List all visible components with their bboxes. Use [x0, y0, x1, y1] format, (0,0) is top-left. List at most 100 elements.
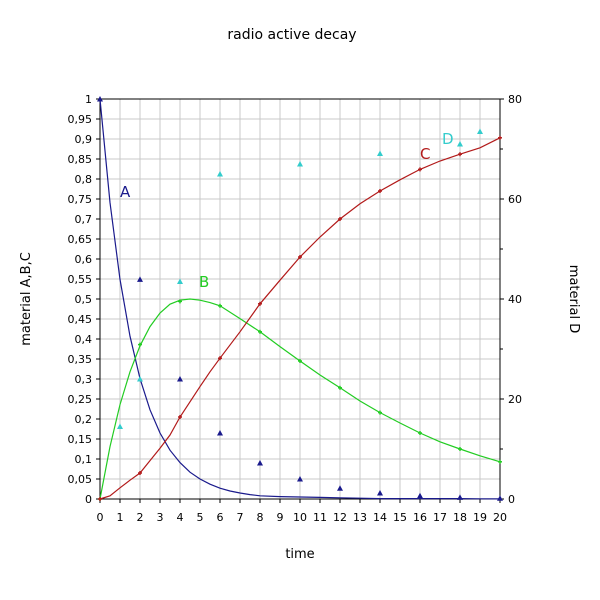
series-b-point — [498, 459, 502, 464]
series-a-point — [417, 492, 423, 499]
x-tick-label: 20 — [493, 511, 507, 524]
series-c-point — [458, 152, 462, 157]
left-y-tick-label: 0,1 — [75, 453, 93, 466]
series-b-point — [258, 329, 262, 334]
left-y-tick-label: 0,35 — [68, 353, 93, 366]
series-b-point — [458, 447, 462, 451]
left-y-tick-label: 0,55 — [68, 273, 93, 286]
x-tick-label: 5 — [197, 511, 204, 524]
series-d-point — [217, 171, 223, 177]
left-y-tick-label: 0,45 — [68, 313, 93, 326]
right-y-tick-label: 40 — [508, 293, 522, 306]
series-c-point — [378, 189, 382, 193]
series-d-point — [377, 150, 383, 156]
left-y-tick-label: 0 — [85, 493, 92, 506]
x-tick-label: 1 — [117, 511, 124, 524]
series-b-point — [378, 410, 382, 415]
series-a-point — [137, 276, 143, 282]
left-y-tick-label: 0,95 — [68, 113, 93, 126]
x-tick-label: 11 — [313, 511, 327, 524]
series-a-point — [177, 376, 183, 382]
series-c-line — [99, 137, 501, 500]
series-b-point — [178, 299, 182, 304]
x-tick-label: 10 — [293, 511, 307, 524]
left-y-tick-label: 0,3 — [75, 373, 93, 386]
left-y-tick-label: 0,15 — [68, 433, 93, 446]
series-c-point — [418, 167, 422, 172]
series-d-point — [477, 128, 483, 134]
series-b-point — [418, 431, 422, 435]
series-c-point — [498, 135, 502, 140]
x-tick-label: 2 — [137, 511, 144, 524]
x-tick-label: 9 — [277, 511, 284, 524]
x-tick-label: 0 — [97, 511, 104, 524]
x-tick-label: 13 — [353, 511, 367, 524]
series-a-label: A — [120, 183, 131, 201]
series-labels: A B CD — [120, 130, 454, 291]
x-tick-label: 16 — [413, 511, 427, 524]
series-b-point — [218, 303, 222, 308]
data-series — [97, 96, 503, 501]
right-y-tick-label: 60 — [508, 193, 522, 206]
series-d-point — [177, 278, 183, 284]
series-c-label: C — [420, 145, 430, 163]
right-y-tick-label: 80 — [508, 93, 522, 106]
x-tick-label: 17 — [433, 511, 447, 524]
x-tick-label: 14 — [373, 511, 387, 524]
series-a-point — [217, 430, 223, 436]
series-a-point — [257, 460, 263, 466]
x-tick-label: 15 — [393, 511, 407, 524]
series-a-point — [97, 96, 103, 102]
x-tick-label: 4 — [177, 511, 184, 524]
series-c-point — [218, 356, 222, 361]
series-c-point — [338, 217, 342, 221]
left-y-tick-label: 0,65 — [68, 233, 93, 246]
x-tick-label: 3 — [157, 511, 164, 524]
left-y-tick-label: 0,9 — [75, 133, 93, 146]
series-c-point — [138, 471, 142, 475]
x-tick-label: 6 — [217, 511, 224, 524]
series-c-point — [98, 497, 102, 501]
right-y-tick-label: 0 — [508, 493, 515, 506]
series-d-label: D — [442, 130, 454, 148]
chart-title: radio active decay — [227, 27, 356, 43]
series-b-label: B — [199, 273, 209, 291]
left-y-tick-label: 0,05 — [68, 473, 93, 486]
x-axis-ticks: 0 1 2 3 4 5 6 7 8 9 10 11 12 13 14 15 16 17 18 19 20 — [97, 499, 507, 524]
x-tick-label: 12 — [333, 511, 347, 524]
left-y-tick-label: 0,25 — [68, 393, 93, 406]
series-a-point — [297, 476, 303, 482]
x-tick-label: 7 — [237, 511, 244, 524]
grid-lines — [99, 98, 501, 500]
left-y-tick-label: 0,75 — [68, 193, 93, 206]
left-y-tick-label: 0,85 — [68, 153, 93, 166]
series-b-point — [138, 342, 142, 347]
left-y-tick-label: 0,4 — [75, 333, 93, 346]
series-a-point — [337, 485, 343, 491]
series-d-point — [457, 141, 463, 147]
series-b-point — [298, 359, 302, 363]
left-y-axis-ticks: 0 0,05 0,1 0,15 0,2 0,25 0,3 0,35 0,4 0,45 0,5 0,55… — [68, 93, 100, 506]
right-y-tick-label: 20 — [508, 393, 522, 406]
left-y-tick-label: 0,8 — [75, 173, 93, 186]
left-y-tick-label: 0,2 — [75, 413, 93, 426]
series-c-point — [178, 415, 182, 419]
series-b-point — [338, 385, 342, 390]
series-c-point — [258, 301, 262, 306]
x-tick-label: 8 — [257, 511, 264, 524]
series-a-point — [497, 495, 503, 501]
series-c-point — [298, 255, 302, 259]
left-y-tick-label: 0,6 — [75, 253, 93, 266]
series-a-point — [377, 490, 383, 496]
x-tick-label: 19 — [473, 511, 487, 524]
right-y-axis-label: material D — [566, 265, 581, 333]
x-tick-label: 18 — [453, 511, 467, 524]
x-axis-label: time — [285, 547, 314, 562]
left-y-tick-label: 0,7 — [75, 213, 93, 226]
series-a-point — [457, 494, 463, 500]
left-y-tick-label: 0,5 — [75, 293, 93, 306]
right-y-axis-ticks: 0 20 40 60 80 — [500, 93, 522, 506]
series-d-point — [117, 423, 123, 429]
left-y-axis-label: material A,B,C — [19, 252, 34, 346]
